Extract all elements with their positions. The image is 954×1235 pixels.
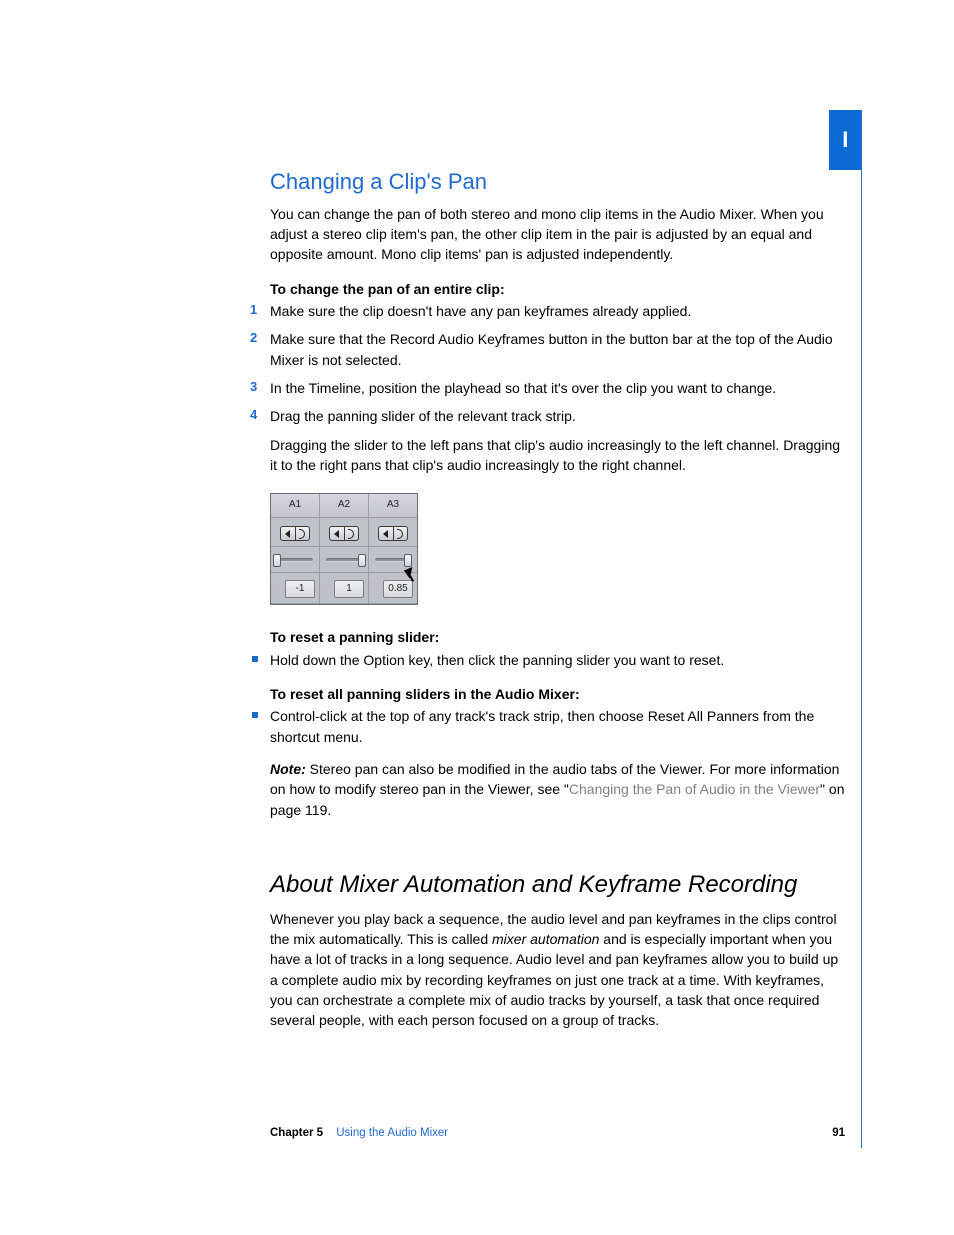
speaker-icon bbox=[280, 526, 310, 541]
step-number: 4 bbox=[250, 406, 257, 425]
right-margin-rule bbox=[861, 110, 862, 1148]
step-number: 3 bbox=[250, 378, 257, 397]
pan-slider[interactable] bbox=[326, 558, 362, 562]
step-text: Make sure the clip doesn't have any pan … bbox=[270, 303, 691, 319]
pan-slider-cell bbox=[320, 547, 369, 573]
speaker-icon bbox=[329, 526, 359, 541]
note-label: Note: bbox=[270, 761, 306, 777]
pan-value[interactable]: 1 bbox=[334, 580, 364, 599]
bullet-text: Hold down the Option key, then click the… bbox=[270, 652, 724, 668]
pan-slider-thumb[interactable] bbox=[273, 554, 281, 567]
speaker-toggle[interactable] bbox=[320, 518, 369, 547]
page-content: Changing a Clip's Pan You can change the… bbox=[270, 166, 845, 1044]
pan-value[interactable]: 0.85 bbox=[383, 580, 413, 599]
pan-mixer-figure: A1A2A3 -1 1 0.85 bbox=[270, 493, 418, 605]
step-text: In the Timeline, position the playhead s… bbox=[270, 380, 776, 396]
pan-value-cell: 1 bbox=[320, 573, 369, 605]
speaker-icon bbox=[378, 526, 408, 541]
task-reset-all-title: To reset all panning sliders in the Audi… bbox=[270, 684, 845, 704]
bullet-list-reset-single: Hold down the Option key, then click the… bbox=[270, 650, 845, 670]
intro-paragraph: You can change the pan of both stereo an… bbox=[270, 204, 845, 265]
list-item: Control-click at the top of any track's … bbox=[270, 706, 845, 747]
step-item: 2Make sure that the Record Audio Keyfram… bbox=[270, 329, 845, 370]
chapter-label: Chapter 5 bbox=[270, 1127, 323, 1139]
pan-value-cell: -1 bbox=[271, 573, 320, 605]
task-change-pan-title: To change the pan of an entire clip: bbox=[270, 279, 845, 299]
note-paragraph: Note: Stereo pan can also be modified in… bbox=[270, 759, 845, 820]
footer-left: Chapter 5 Using the Audio Mixer bbox=[270, 1127, 448, 1139]
page-number: 91 bbox=[832, 1127, 845, 1139]
sec2-body: Whenever you play back a sequence, the a… bbox=[270, 909, 845, 1031]
cross-ref-link[interactable]: Changing the Pan of Audio in the Viewer bbox=[569, 781, 820, 797]
step-text: Make sure that the Record Audio Keyframe… bbox=[270, 331, 833, 367]
pan-slider-cell bbox=[271, 547, 320, 573]
speaker-toggle[interactable] bbox=[369, 518, 417, 547]
list-item: Hold down the Option key, then click the… bbox=[270, 650, 845, 670]
step-number: 2 bbox=[250, 329, 257, 348]
track-header: A2 bbox=[320, 494, 369, 518]
pan-slider[interactable] bbox=[375, 558, 411, 562]
bullet-icon bbox=[252, 712, 258, 718]
pan-slider-cell bbox=[369, 547, 417, 573]
speaker-toggle[interactable] bbox=[271, 518, 320, 547]
track-header: A3 bbox=[369, 494, 417, 518]
after-steps-paragraph: Dragging the slider to the left pans tha… bbox=[270, 435, 845, 476]
section-tab: I bbox=[829, 110, 862, 170]
heading-changing-pan: Changing a Clip's Pan bbox=[270, 166, 845, 198]
page-footer: Chapter 5 Using the Audio Mixer 91 bbox=[270, 1127, 845, 1139]
pan-value[interactable]: -1 bbox=[285, 580, 315, 599]
bullet-text: Control-click at the top of any track's … bbox=[270, 708, 814, 744]
pan-slider-thumb[interactable] bbox=[358, 554, 366, 567]
step-item: 4Drag the panning slider of the relevant… bbox=[270, 406, 845, 426]
track-header: A1 bbox=[271, 494, 320, 518]
bullet-icon bbox=[252, 656, 258, 662]
steps-list: 1Make sure the clip doesn't have any pan… bbox=[270, 301, 845, 426]
heading-mixer-automation: About Mixer Automation and Keyframe Reco… bbox=[270, 868, 845, 903]
step-item: 3In the Timeline, position the playhead … bbox=[270, 378, 845, 398]
step-text: Drag the panning slider of the relevant … bbox=[270, 408, 576, 424]
step-item: 1Make sure the clip doesn't have any pan… bbox=[270, 301, 845, 321]
section-tab-label: I bbox=[842, 127, 849, 153]
chapter-title: Using the Audio Mixer bbox=[336, 1127, 448, 1139]
pan-slider[interactable] bbox=[277, 558, 313, 562]
task-reset-single-title: To reset a panning slider: bbox=[270, 627, 845, 647]
step-number: 1 bbox=[250, 301, 257, 320]
sec2-body-em: mixer automation bbox=[492, 931, 599, 947]
bullet-list-reset-all: Control-click at the top of any track's … bbox=[270, 706, 845, 747]
